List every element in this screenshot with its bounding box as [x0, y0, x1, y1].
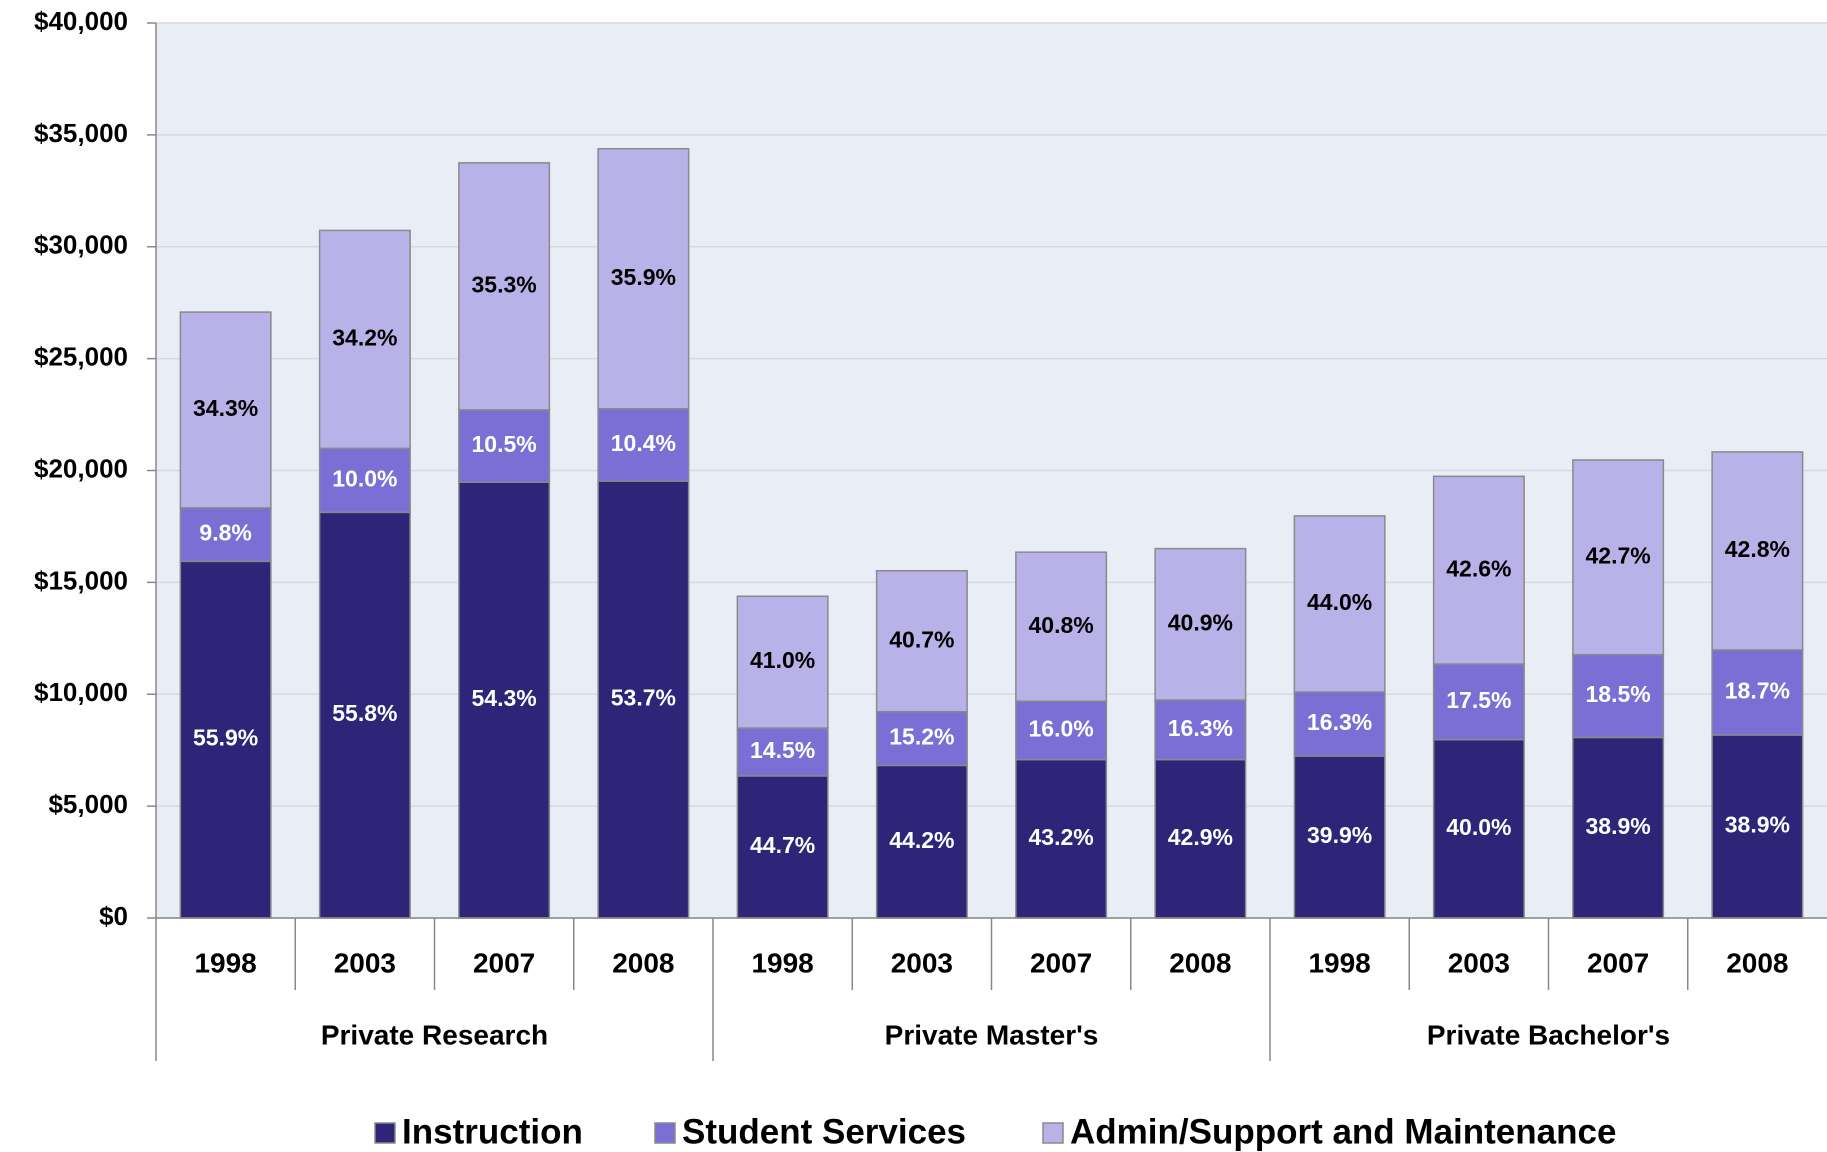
data-label: 16.3%	[1307, 709, 1372, 735]
data-label: 18.5%	[1586, 681, 1651, 707]
bar-segment	[1432, 663, 1525, 741]
x-tick-label: 2007	[1030, 947, 1092, 978]
data-label: 42.8%	[1725, 536, 1790, 562]
bar-segment	[1711, 451, 1804, 651]
data-label: 42.9%	[1168, 824, 1233, 850]
data-label: 9.8%	[199, 520, 251, 546]
bar-segment	[1154, 758, 1247, 919]
bar-segment	[179, 311, 272, 509]
data-label: 42.7%	[1586, 542, 1651, 568]
data-label: 18.7%	[1725, 678, 1790, 704]
x-tick-label: 1998	[194, 947, 256, 978]
data-label: 43.2%	[1029, 824, 1094, 850]
x-tick-label: 2008	[1169, 947, 1231, 978]
x-tick-label: 2003	[1448, 947, 1510, 978]
group-label: Private Master's	[885, 1019, 1099, 1050]
y-tick-label: $10,000	[34, 677, 128, 707]
y-tick-label: $0	[99, 901, 128, 931]
bar-segment	[1432, 475, 1525, 665]
x-tick-label: 1998	[1308, 947, 1370, 978]
data-label: 10.5%	[472, 431, 537, 457]
bar-segment	[875, 569, 968, 713]
group-label: Private Bachelor's	[1427, 1019, 1670, 1050]
data-label: 35.3%	[472, 271, 537, 297]
legend-label: Admin/Support and Maintenance	[1070, 1112, 1616, 1151]
y-tick-label: $20,000	[34, 453, 128, 483]
bar-segment	[597, 407, 690, 482]
legend-swatch	[654, 1122, 676, 1144]
bar-segment	[1432, 738, 1525, 919]
bar-segment	[597, 147, 690, 410]
x-tick-label: 2008	[1726, 947, 1788, 978]
bar-segment	[875, 710, 968, 767]
data-label: 15.2%	[889, 724, 954, 750]
data-label: 55.8%	[332, 700, 397, 726]
x-tick-label: 2003	[334, 947, 396, 978]
y-tick-label: $25,000	[34, 342, 128, 372]
legend-label: Student Services	[682, 1112, 966, 1151]
data-label: 44.0%	[1307, 589, 1372, 615]
x-tick-label: 2007	[473, 947, 535, 978]
bar-segment	[1015, 551, 1108, 702]
y-tick-label: $40,000	[34, 6, 128, 36]
data-label: 41.0%	[750, 647, 815, 673]
y-tick-label: $15,000	[34, 565, 128, 595]
data-label: 40.9%	[1168, 609, 1233, 635]
data-label: 14.5%	[750, 737, 815, 763]
legend-label: Instruction	[402, 1112, 583, 1151]
data-label: 34.2%	[332, 324, 397, 350]
x-tick-label: 1998	[751, 947, 813, 978]
bar-segment	[1293, 515, 1386, 693]
bar-segment	[318, 229, 411, 450]
legend-swatch	[1042, 1122, 1064, 1144]
data-label: 44.7%	[750, 832, 815, 858]
data-label: 16.0%	[1029, 715, 1094, 741]
bar-segment	[458, 409, 551, 483]
data-label: 10.4%	[611, 430, 676, 456]
bar-segment	[736, 727, 829, 777]
data-label: 53.7%	[611, 685, 676, 711]
x-tick-label: 2007	[1587, 947, 1649, 978]
x-tick-label: 2003	[891, 947, 953, 978]
bar-segment	[875, 764, 968, 919]
y-tick-label: $30,000	[34, 230, 128, 260]
data-label: 35.9%	[611, 264, 676, 290]
bar-segment	[736, 595, 829, 729]
bar-segment	[1154, 699, 1247, 761]
data-label: 17.5%	[1446, 687, 1511, 713]
group-label: Private Research	[321, 1019, 548, 1050]
data-label: 55.9%	[193, 725, 258, 751]
bar-segment	[318, 511, 411, 919]
data-label: 40.8%	[1029, 612, 1094, 638]
x-tick-label: 2008	[612, 947, 674, 978]
data-label: 39.9%	[1307, 822, 1372, 848]
data-label: 44.2%	[889, 827, 954, 853]
y-tick-label: $35,000	[34, 118, 128, 148]
bar-segment	[1572, 653, 1665, 739]
bar-segment	[1015, 700, 1108, 761]
data-label: 40.7%	[889, 626, 954, 652]
data-label: 10.0%	[332, 465, 397, 491]
data-label: 42.6%	[1446, 555, 1511, 581]
bar-segment	[736, 775, 829, 919]
bar-segment	[458, 162, 551, 411]
data-label: 38.9%	[1586, 813, 1651, 839]
data-label: 34.3%	[193, 395, 258, 421]
bar-segment	[318, 447, 411, 514]
y-tick-label: $5,000	[48, 789, 128, 819]
data-label: 16.3%	[1168, 715, 1233, 741]
bar-segment	[1154, 547, 1247, 701]
bar-segment	[458, 481, 551, 919]
legend-swatch	[374, 1122, 396, 1144]
bar-segment	[1572, 736, 1665, 919]
data-label: 40.0%	[1446, 814, 1511, 840]
bar-segment	[1015, 758, 1108, 919]
data-label: 54.3%	[472, 685, 537, 711]
data-label: 38.9%	[1725, 812, 1790, 838]
bar-segment	[1572, 459, 1665, 656]
